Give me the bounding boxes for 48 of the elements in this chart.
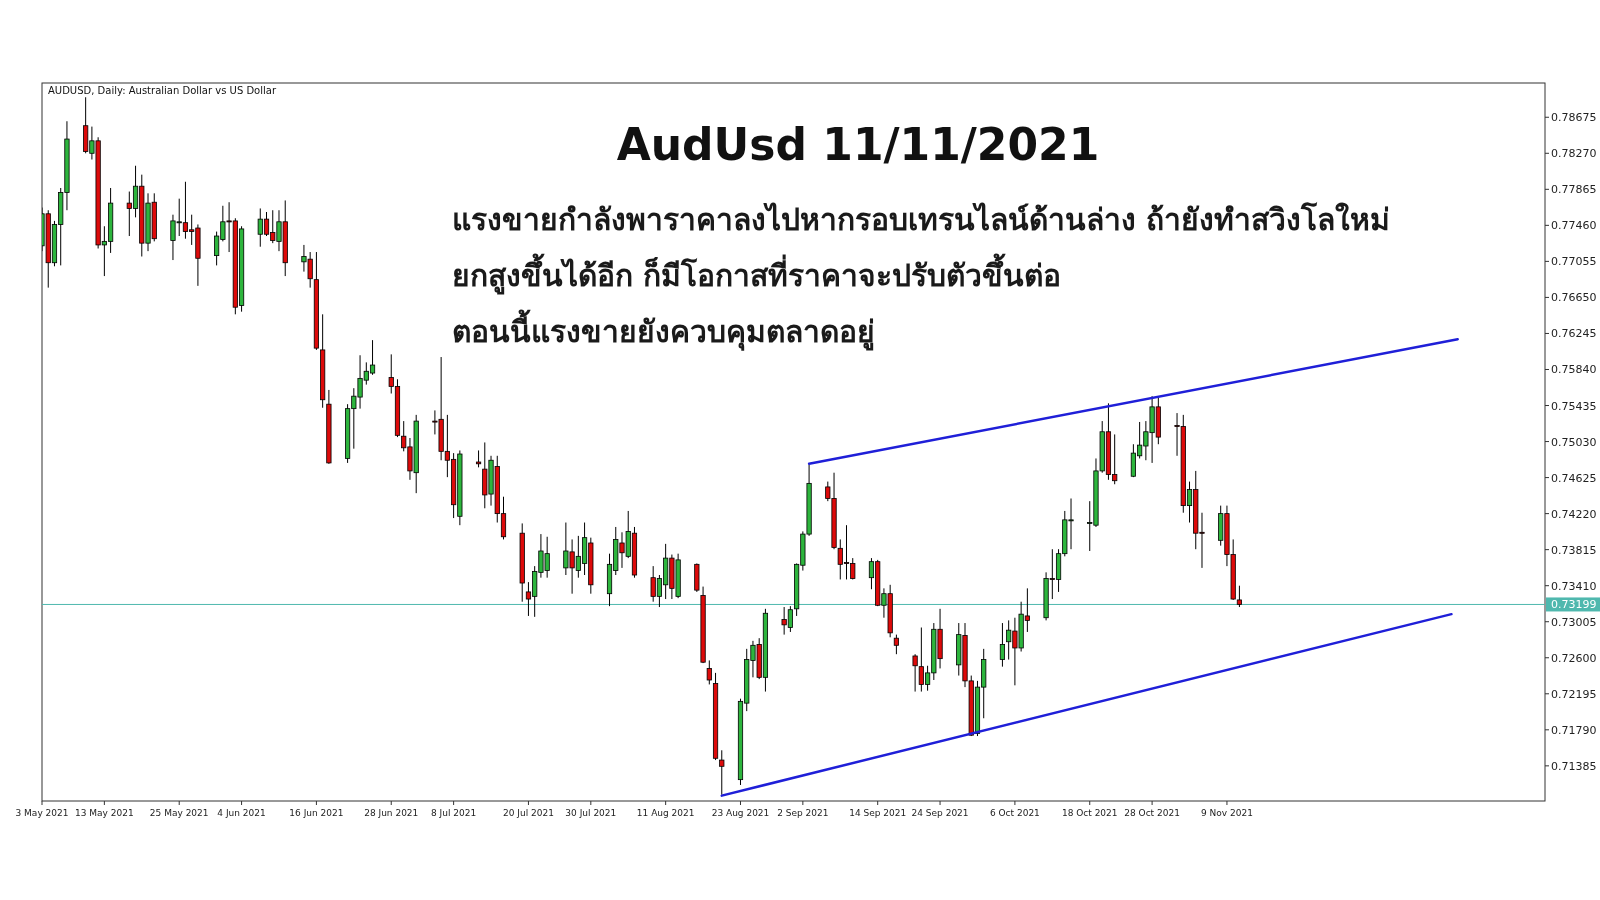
x-tick-label: 20 Jul 2021 [502, 808, 554, 818]
y-tick-label: 0.77865 [1551, 183, 1597, 197]
y-tick-label: 0.75840 [1551, 363, 1597, 377]
annotation: ยกสูงขึ้นได้อีก ก็มีโอกาสที่ราคาจะปรับตัวขึ้นต่อ [452, 253, 1062, 295]
ref-line-label: 0.73199 [1551, 598, 1597, 612]
y-tick-label: 0.73005 [1551, 615, 1597, 629]
text: AudUsd 11/11/2021 [616, 119, 1100, 170]
y-tick-label: 0.74625 [1551, 471, 1597, 485]
candlestick [719, 749, 725, 796]
x-tick-label: 25 May 2021 [149, 808, 209, 818]
y-tick-label: 0.71385 [1551, 759, 1597, 773]
y-tick-label: 0.77460 [1551, 219, 1597, 233]
y-tick-label: 0.73815 [1551, 543, 1597, 557]
x-tick-label: 4 Jun 2021 [217, 808, 266, 818]
y-tick-label: 0.72195 [1551, 687, 1597, 701]
y-tick-label: 0.74220 [1551, 507, 1597, 521]
x-tick-label: 8 Jul 2021 [431, 808, 477, 818]
y-tick-label: 0.71790 [1551, 723, 1597, 737]
y-tick-label: 0.76650 [1551, 291, 1597, 305]
x-tick-label: 18 Oct 2021 [1061, 808, 1118, 818]
x-tick-label: 14 Sep 2021 [849, 808, 907, 818]
x-tick-label: 3 May 2021 [15, 808, 69, 818]
annotation: ตอนนี้แรงขายยังควบคุมตลาดอยู่ [452, 309, 875, 351]
candlestick [999, 622, 1006, 668]
y-tick-label: 0.72600 [1551, 651, 1597, 665]
y-tick-label: 0.78270 [1551, 147, 1597, 161]
x-tick-label: 13 May 2021 [75, 808, 134, 818]
candlestick [893, 634, 899, 655]
x-tick-label: 11 Aug 2021 [636, 808, 695, 818]
x-tick-label: 9 Nov 2021 [1200, 808, 1253, 818]
chart-subtitle: AUDUSD, Daily: Australian Dollar vs US Dollar [48, 85, 277, 96]
x-tick-label: 23 Aug 2021 [711, 808, 770, 818]
x-tick-label: 6 Oct 2021 [989, 808, 1040, 818]
x-tick-label: 2 Sep 2021 [777, 808, 829, 818]
y-tick-label: 0.76245 [1551, 327, 1597, 341]
y-tick-label: 0.77055 [1551, 255, 1597, 269]
y-tick-label: 0.75030 [1551, 435, 1597, 449]
y-tick-label: 0.75435 [1551, 399, 1597, 413]
x-tick-label: 30 Jul 2021 [565, 808, 617, 818]
x-tick-label: 28 Oct 2021 [1124, 808, 1180, 818]
candlestick [912, 653, 918, 693]
x-tick-label: 28 Jun 2021 [364, 808, 419, 818]
y-tick-label: 0.73410 [1551, 579, 1597, 593]
x-tick-label: 24 Sep 2021 [911, 808, 969, 818]
x-tick-label: 16 Jun 2021 [289, 808, 344, 818]
candlestick [706, 659, 712, 685]
y-tick-label: 0.78675 [1551, 111, 1597, 125]
annotation: แรงขายกำลังพาราคาลงไปหากรอบเทรนไลน์ด้านล่าง ถ้ายังทำสวิงโลใหม่ [452, 201, 1391, 237]
